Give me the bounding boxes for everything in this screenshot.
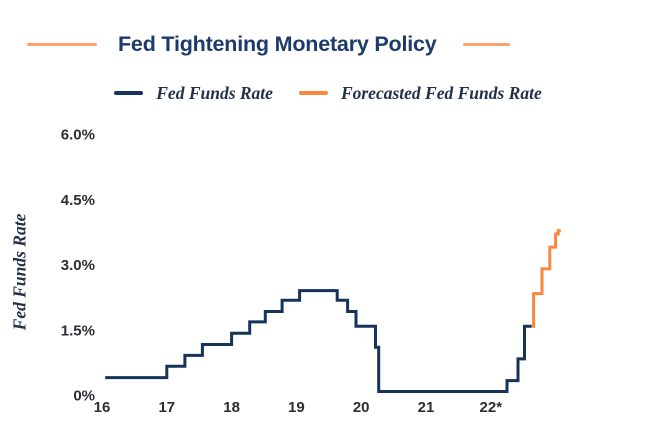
x-tick-label: 22*	[480, 399, 503, 416]
x-tick-label: 16	[94, 399, 111, 416]
y-tick-label: 0%	[73, 388, 95, 405]
y-tick-label: 3.0%	[61, 257, 95, 274]
x-tick-label: 19	[288, 399, 305, 416]
x-tick-label: 17	[158, 399, 175, 416]
chart-title: Fed Tightening Monetary Policy	[118, 31, 437, 56]
title-rule-left	[27, 42, 97, 46]
legend-swatch-forecasted-fed-funds-rate	[298, 91, 328, 95]
legend-item-forecasted-fed-funds-rate: Forecasted Fed Funds Rate	[298, 82, 542, 104]
legend-item-fed-funds-rate: Fed Funds Rate	[114, 83, 273, 104]
legend-swatch-fed-funds-rate	[114, 91, 144, 95]
fed-funds-step-chart: 0% 1.5% 3.0% 4.5% 6.0% 16 17 18 19 20 21 22*	[61, 127, 561, 416]
x-tick-label: 20	[353, 399, 370, 416]
series-line-fed-funds-rate	[105, 289, 532, 393]
y-tick-label: 6.0%	[61, 127, 95, 144]
legend: Fed Funds Rate Forecasted Fed Funds Rate	[0, 82, 656, 104]
title-rule-right	[462, 42, 510, 46]
x-tick-label: 18	[223, 399, 240, 416]
legend-label: Fed Funds Rate	[156, 82, 273, 103]
y-tick-label: 1.5%	[61, 322, 95, 339]
legend-label: Forecasted Fed Funds Rate	[340, 82, 542, 103]
x-tick-label: 21	[418, 399, 435, 416]
y-tick-label: 4.5%	[61, 192, 95, 209]
series-line-forecasted-fed-funds-rate	[531, 229, 561, 328]
chart-header: Fed Tightening Monetary Policy	[27, 29, 510, 59]
